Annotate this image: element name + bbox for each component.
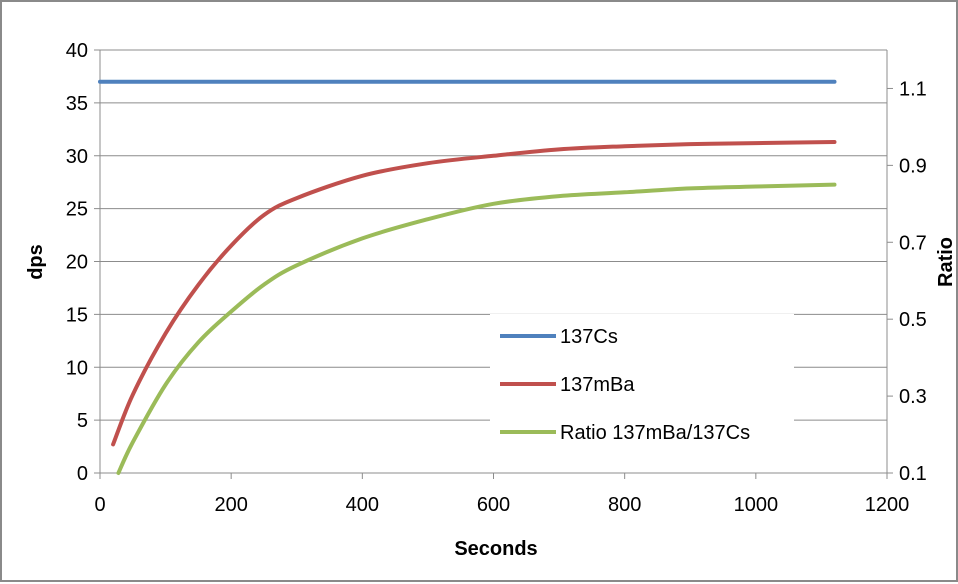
y-tick-label: 30 [66, 146, 88, 168]
y-axis-title: dps [25, 244, 47, 280]
y-tick-label: 15 [66, 304, 88, 326]
x-tick-label: 0 [94, 494, 105, 516]
y-tick-label: 20 [66, 252, 88, 274]
x-tick-label: 800 [608, 494, 641, 516]
legend-label: Ratio 137mBa/137Cs [560, 422, 750, 444]
y-tick-label: 0 [77, 463, 88, 485]
x-tick-label: 1000 [734, 494, 779, 516]
series-line-2 [116, 182, 837, 475]
y2-tick-label: 0.3 [899, 386, 927, 408]
x-tick-label: 400 [346, 494, 379, 516]
y-tick-label: 35 [66, 93, 88, 115]
x-tick-label: 200 [214, 494, 247, 516]
y2-axis-title: Ratio [935, 237, 957, 287]
y2-tick-label: 0.9 [899, 155, 927, 177]
axes: 0 5 10 15 20 25 30 35 40 0.1 0.3 0.5 0.7 0.9 1.1 0 200 40… [66, 40, 927, 516]
y-tick-label: 10 [66, 357, 88, 379]
y2-tick-label: 0.7 [899, 232, 927, 254]
y2-tick-label: 0.5 [899, 309, 927, 331]
series-line-1 [111, 140, 837, 447]
y-tick-label: 25 [66, 199, 88, 221]
series-lines [98, 79, 837, 475]
y2-tick-label: 1.1 [899, 78, 927, 100]
x-tick-label: 600 [477, 494, 510, 516]
y-tick-label: 5 [77, 410, 88, 432]
legend-label: 137mBa [560, 374, 635, 396]
y2-tick-label: 0.1 [899, 463, 927, 485]
y-tick-label: 40 [66, 40, 88, 62]
legend-label: 137Cs [560, 326, 618, 348]
legend: 137Cs 137mBa Ratio 137mBa/137Cs [490, 314, 794, 454]
x-axis-title: Seconds [454, 538, 537, 560]
x-tick-label: 1200 [865, 494, 910, 516]
